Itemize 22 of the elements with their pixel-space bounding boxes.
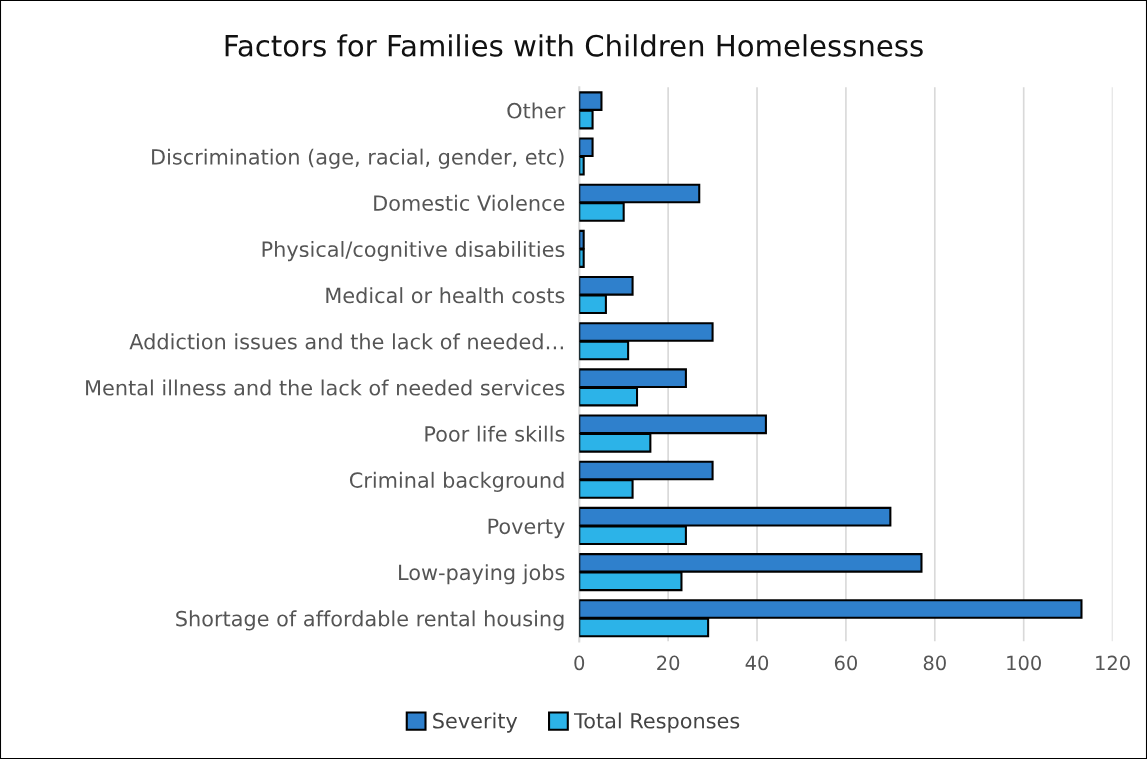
x-tick-label: 120 xyxy=(1096,655,1130,671)
chart-title: Factors for Families with Children Homelessness xyxy=(225,34,923,57)
y-tick-label: Addiction issues and the lack of needed… xyxy=(129,333,563,350)
x-tick-label: 0 xyxy=(574,655,585,671)
y-tick-label: Criminal background xyxy=(349,471,564,492)
legend-label: Total Responses xyxy=(573,712,740,733)
x-tick-label: 60 xyxy=(834,655,857,671)
x-tick-label: 80 xyxy=(923,655,946,671)
legend-label: Severity xyxy=(433,712,518,733)
y-tick-label: Other xyxy=(507,102,566,119)
y-tick-label: Physical/cognitive disabilities xyxy=(262,240,565,262)
x-tick-label: 100 xyxy=(1007,655,1041,671)
x-tick-label: 20 xyxy=(657,655,680,671)
y-tick-label: Discrimination (age, racial, gender, etc) xyxy=(152,148,564,169)
y-tick-label: Medical or health costs xyxy=(326,287,565,304)
y-tick-label: Shortage of affordable rental housing xyxy=(176,610,564,631)
y-tick-label: Low-paying jobs xyxy=(399,564,565,585)
x-tick-label: 40 xyxy=(745,655,769,671)
y-tick-label: Poor life skills xyxy=(425,425,565,442)
y-tick-label: Domestic Violence xyxy=(374,194,565,211)
y-tick-label: Mental illness and the lack of needed services xyxy=(86,379,565,396)
y-tick-label: Poverty xyxy=(488,518,565,539)
